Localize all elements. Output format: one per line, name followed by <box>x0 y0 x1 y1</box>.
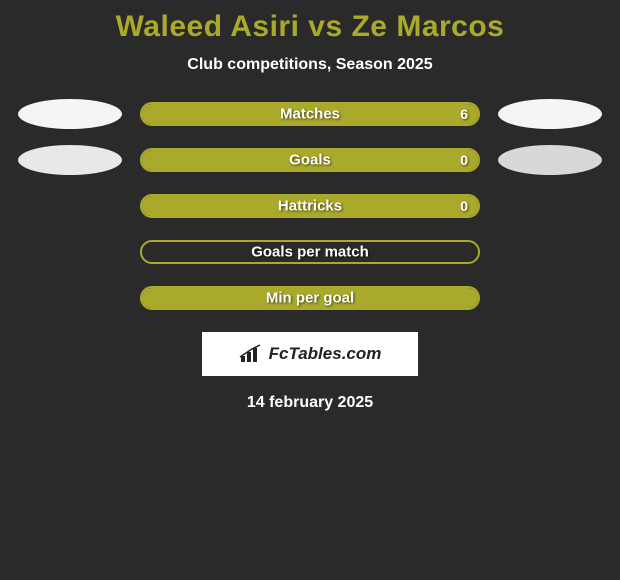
logo-box: FcTables.com <box>202 332 418 376</box>
stat-label: Matches <box>280 106 340 123</box>
comparison-card: Waleed Asiri vs Ze Marcos Club competiti… <box>0 0 620 412</box>
stat-row: Goals 0 <box>0 148 620 172</box>
page-title: Waleed Asiri vs Ze Marcos <box>0 10 620 44</box>
stat-label: Hattricks <box>278 198 342 215</box>
stats-list: Matches 6 Goals 0 Hattricks 0 Goals per match M… <box>0 102 620 310</box>
player-ellipse-right <box>498 99 602 129</box>
stat-label: Goals per match <box>251 244 369 261</box>
stat-value-right: 0 <box>460 198 468 214</box>
stat-value-right: 0 <box>460 152 468 168</box>
stat-row: Min per goal <box>0 286 620 310</box>
player-ellipse-left <box>18 145 122 175</box>
player-ellipse-right <box>498 145 602 175</box>
stat-bar: Goals per match <box>140 240 480 264</box>
date-label: 14 february 2025 <box>0 394 620 412</box>
stat-bar: Min per goal <box>140 286 480 310</box>
stat-bar: Goals 0 <box>140 148 480 172</box>
stat-row: Matches 6 <box>0 102 620 126</box>
bar-fill-right <box>310 150 478 170</box>
bar-fill-left <box>142 150 310 170</box>
logo-text: FcTables.com <box>269 344 382 364</box>
stat-label: Goals <box>289 152 331 169</box>
stat-row: Hattricks 0 <box>0 194 620 218</box>
bars-icon <box>239 344 265 364</box>
stat-row: Goals per match <box>0 240 620 264</box>
player-ellipse-left <box>18 99 122 129</box>
stat-label: Min per goal <box>266 290 354 307</box>
stat-bar: Hattricks 0 <box>140 194 480 218</box>
stat-bar: Matches 6 <box>140 102 480 126</box>
subtitle: Club competitions, Season 2025 <box>0 56 620 74</box>
logo: FcTables.com <box>239 344 382 364</box>
stat-value-right: 6 <box>460 106 468 122</box>
